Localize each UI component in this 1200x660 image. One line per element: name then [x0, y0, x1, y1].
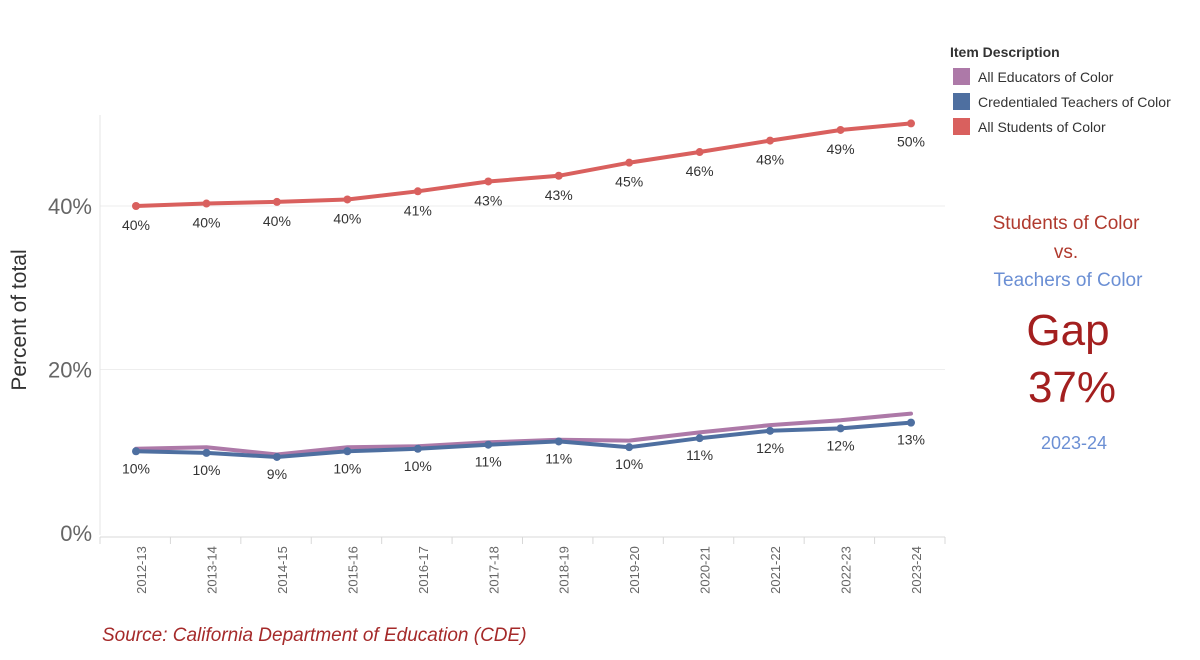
legend-label: Credentialed Teachers of Color: [978, 94, 1171, 110]
data-point[interactable]: [484, 177, 493, 186]
data-point[interactable]: [554, 437, 563, 446]
legend-swatch: [953, 118, 970, 135]
x-tick-label: 2018-19: [557, 546, 572, 594]
data-point[interactable]: [625, 443, 634, 452]
data-label: 46%: [686, 163, 714, 179]
legend-item-educators[interactable]: All Educators of Color: [953, 68, 1114, 85]
data-point[interactable]: [836, 424, 845, 433]
data-point[interactable]: [766, 136, 775, 145]
data-point[interactable]: [202, 448, 211, 457]
data-point[interactable]: [625, 158, 634, 167]
data-label: 40%: [122, 217, 150, 233]
data-label: 11%: [475, 454, 502, 470]
data-point[interactable]: [484, 440, 493, 449]
data-point[interactable]: [202, 199, 211, 208]
data-point[interactable]: [343, 447, 352, 456]
annotation-gap-label: Gap: [1026, 306, 1109, 355]
data-label: 11%: [686, 447, 713, 463]
data-label: 45%: [615, 174, 643, 190]
data-label: 10%: [404, 458, 432, 474]
data-label: 50%: [897, 133, 925, 149]
y-tick-label: 0%: [60, 521, 92, 546]
series-line-2[interactable]: [134, 121, 913, 208]
data-label: 10%: [192, 462, 220, 478]
legend: Item Description All Educators of Color …: [950, 44, 1171, 135]
legend-title: Item Description: [950, 44, 1060, 60]
data-label: 43%: [545, 187, 573, 203]
data-label: 48%: [756, 152, 784, 168]
x-tick-label: 2016-17: [416, 546, 431, 594]
x-tick-label: 2017-18: [486, 546, 501, 594]
data-label: 11%: [545, 450, 572, 466]
x-tick-label: 2020-21: [698, 546, 713, 594]
data-point[interactable]: [695, 148, 704, 157]
data-labels: 40% 40% 40% 40% 41% 43% 43% 45% 46% 48% 49% 50% 10% 1…: [122, 133, 925, 482]
x-tick-label: 2012-13: [134, 546, 149, 594]
x-tick-label: 2022-23: [839, 546, 854, 594]
legend-swatch: [953, 68, 970, 85]
data-label: 43%: [474, 192, 502, 208]
x-tick-label: 2023-24: [909, 546, 924, 594]
annotation-year: 2023-24: [1041, 433, 1107, 453]
data-point[interactable]: [413, 444, 422, 453]
data-label: 40%: [333, 210, 361, 226]
legend-label: All Students of Color: [978, 119, 1106, 135]
series-line-0[interactable]: [134, 411, 913, 457]
y-tick-label: 20%: [48, 358, 92, 383]
legend-label: All Educators of Color: [978, 69, 1114, 85]
data-point[interactable]: [907, 418, 915, 427]
data-label: 40%: [263, 213, 291, 229]
data-label: 13%: [897, 432, 925, 448]
series-line-1[interactable]: [134, 420, 913, 459]
annotation-teachers-of-color: Teachers of Color: [994, 270, 1144, 291]
data-point[interactable]: [695, 434, 704, 443]
annotation-gap-value: 37%: [1028, 363, 1116, 412]
data-point[interactable]: [272, 452, 281, 461]
data-point[interactable]: [132, 447, 140, 456]
legend-swatch: [953, 93, 970, 110]
data-point[interactable]: [343, 195, 352, 204]
data-label: 12%: [827, 437, 855, 453]
data-point[interactable]: [272, 197, 281, 206]
data-label: 49%: [827, 141, 855, 157]
y-tick-label: 40%: [48, 194, 92, 219]
data-label: 10%: [333, 460, 361, 476]
axes: 0% 20% 40% 2012-13 2013-14 2014-15 2015-16 2016…: [48, 115, 946, 594]
gap-annotation: Students of Color vs. Teachers of Color …: [993, 213, 1144, 453]
x-tick-label: 2015-16: [345, 546, 360, 594]
data-point[interactable]: [413, 187, 422, 196]
data-point[interactable]: [766, 426, 775, 435]
data-label: 12%: [756, 440, 784, 456]
x-tick-label: 2021-22: [768, 546, 783, 594]
data-point[interactable]: [907, 119, 915, 128]
annotation-students-of-color: Students of Color: [993, 213, 1140, 234]
legend-item-students[interactable]: All Students of Color: [953, 118, 1106, 135]
data-label: 10%: [122, 460, 150, 476]
y-axis-title: Percent of total: [8, 249, 31, 390]
x-tick-label: 2013-14: [204, 546, 219, 594]
data-label: 10%: [615, 456, 643, 472]
data-point[interactable]: [836, 125, 845, 134]
x-tick-label: 2014-15: [275, 546, 290, 594]
legend-item-credentialed-teachers[interactable]: Credentialed Teachers of Color: [953, 93, 1171, 110]
data-label: 40%: [192, 215, 220, 231]
data-label: 9%: [267, 466, 287, 482]
data-label: 41%: [404, 202, 432, 218]
source-note: Source: California Department of Educati…: [102, 625, 527, 646]
annotation-vs: vs.: [1054, 242, 1078, 263]
series-lines: [132, 119, 915, 461]
data-point[interactable]: [554, 171, 563, 180]
gridlines: [100, 205, 945, 370]
data-point[interactable]: [132, 202, 140, 210]
x-tick-label: 2019-20: [627, 546, 642, 594]
